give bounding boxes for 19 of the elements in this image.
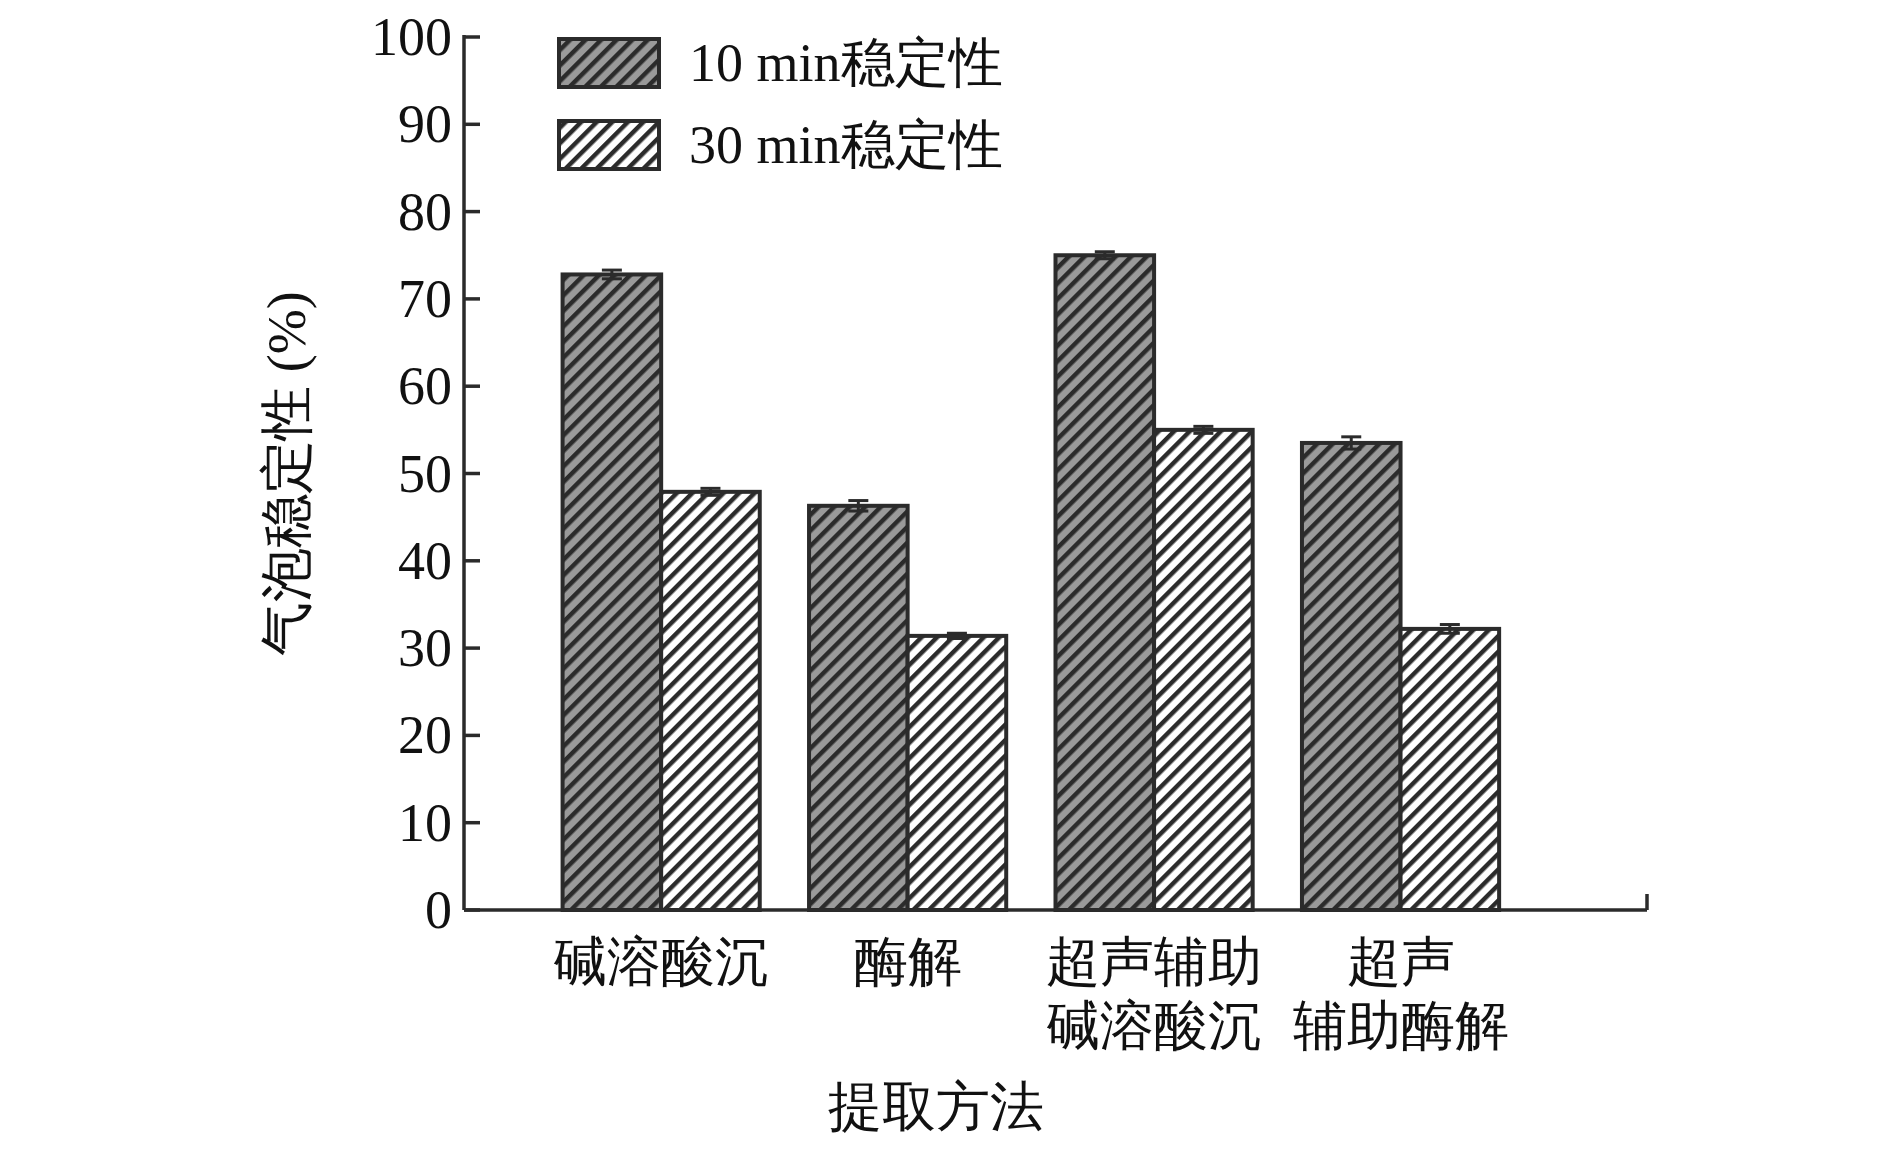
y-tick-label: 60 <box>398 356 452 417</box>
y-tick-label: 10 <box>398 792 452 853</box>
y-tick-label: 100 <box>371 7 452 67</box>
legend-label: 10 min稳定性 <box>689 33 1003 93</box>
y-tick-label: 90 <box>398 94 452 155</box>
x-axis-title: 提取方法 <box>827 1077 1044 1137</box>
y-tick-label: 80 <box>398 181 452 242</box>
y-axis-title: 气泡稳定性 (%) <box>257 291 317 656</box>
legend-label: 30 min稳定性 <box>689 115 1003 175</box>
y-tick-label: 70 <box>398 268 452 329</box>
x-tick-label: 碱溶酸沉 <box>553 932 770 992</box>
y-tick-label: 0 <box>425 880 452 940</box>
x-tick-label: 超声辅助酶解 <box>1292 932 1509 1056</box>
y-tick-label: 30 <box>398 618 452 679</box>
x-tick-label: 超声辅助碱溶酸沉 <box>1046 932 1263 1056</box>
y-tick-label: 20 <box>398 705 452 766</box>
x-tick-label: 酶解 <box>853 932 962 992</box>
y-tick-label: 40 <box>398 530 452 591</box>
y-tick-label: 50 <box>398 443 452 504</box>
